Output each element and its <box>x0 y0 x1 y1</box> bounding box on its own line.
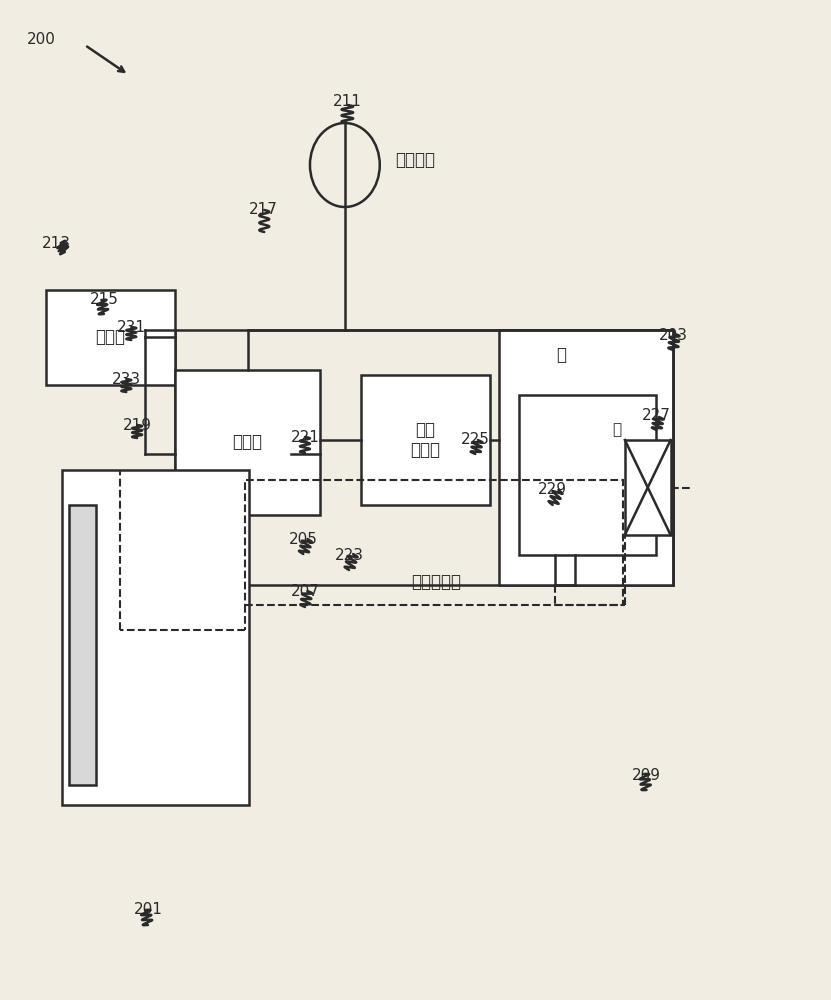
Bar <box>46 290 175 385</box>
Text: 211: 211 <box>333 95 361 109</box>
Text: 215: 215 <box>90 292 118 308</box>
Bar <box>175 330 673 585</box>
Text: 205: 205 <box>289 532 317 548</box>
Bar <box>499 330 673 585</box>
Bar <box>361 375 490 505</box>
Text: 233: 233 <box>111 372 141 387</box>
Text: 213: 213 <box>42 235 71 250</box>
Text: 231: 231 <box>117 320 145 336</box>
Text: 201: 201 <box>134 902 162 918</box>
Text: 选择按鈕: 选择按鈕 <box>395 151 435 169</box>
Text: 209: 209 <box>632 768 661 782</box>
Text: 221: 221 <box>292 430 320 446</box>
Text: 电机
控制器: 电机 控制器 <box>411 421 440 459</box>
Bar <box>62 470 249 805</box>
Text: 泵: 泵 <box>556 346 566 364</box>
Bar <box>625 440 671 535</box>
Text: 229: 229 <box>538 483 567 497</box>
Text: 阀: 阀 <box>612 422 622 438</box>
Bar <box>245 480 623 605</box>
Text: 203: 203 <box>659 328 687 342</box>
Text: 添加剂流管: 添加剂流管 <box>411 573 461 591</box>
Text: 225: 225 <box>461 432 489 448</box>
Text: 显示器: 显示器 <box>95 328 125 346</box>
Bar <box>519 395 656 555</box>
Text: 200: 200 <box>27 32 56 47</box>
Text: 219: 219 <box>123 418 151 432</box>
Bar <box>175 370 320 515</box>
Bar <box>69 505 96 785</box>
Text: 217: 217 <box>249 202 278 218</box>
Text: 227: 227 <box>642 408 671 422</box>
Text: 207: 207 <box>291 584 319 599</box>
Text: 控制器: 控制器 <box>233 433 263 451</box>
Text: 223: 223 <box>335 548 363 562</box>
